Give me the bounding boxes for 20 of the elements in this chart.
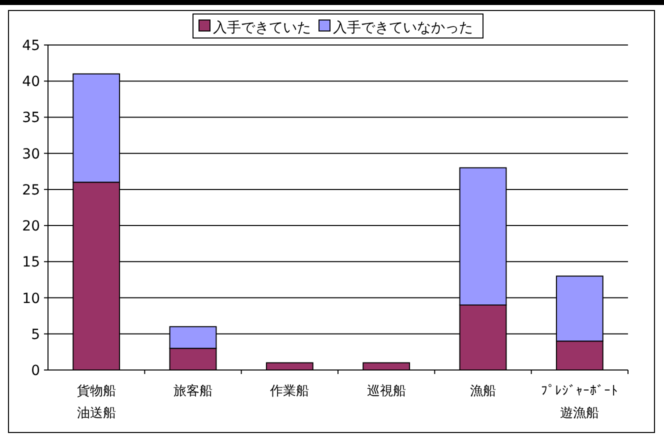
y-tick-label: 10 [22,290,40,307]
y-tick-label: 35 [22,110,40,126]
x-tick-label: 旅客船 [174,383,212,399]
x-tick-label: 漁船 [470,384,496,399]
x-tick-label: 作業船 [269,384,310,399]
x-tick-label: 貨物船油送船 [76,384,116,421]
y-tick-label: 25 [22,182,40,198]
y-tick-label: 45 [22,38,40,54]
y-tick-label: 15 [22,254,40,271]
y-tick-label: 5 [31,326,40,343]
bar [266,362,314,370]
y-tick-label: 20 [22,218,40,235]
y-tick-label: 30 [22,146,40,162]
legend-label: 入手できていなかった [333,20,473,36]
y-tick-label: 40 [22,74,40,90]
y-tick-label: 0 [31,363,40,379]
x-tick-label: ﾌﾟﾚｼﾞｬｰﾎﾞｰﾄ遊漁船 [541,384,618,421]
bar [362,362,410,370]
legend-label: 入手できていた [213,20,311,36]
x-tick-label: 巡視船 [366,384,406,399]
